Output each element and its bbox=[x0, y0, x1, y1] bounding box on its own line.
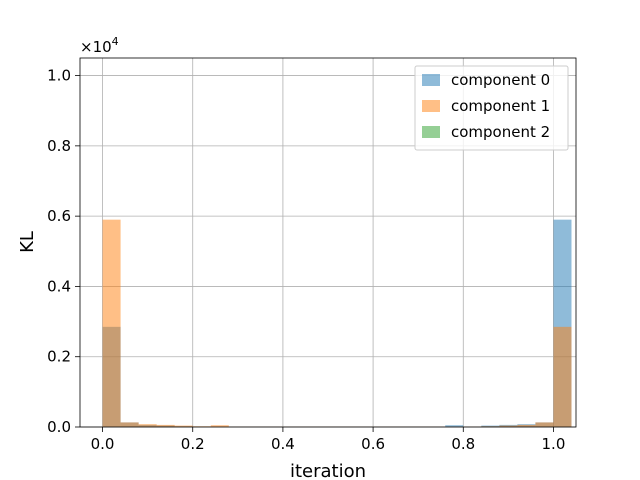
y-tick-label: 1.0 bbox=[47, 67, 71, 85]
y-axis-ticks: 0.0 0.2 0.4 0.6 0.8 1.0 bbox=[47, 67, 80, 436]
x-tick-label: 1.0 bbox=[542, 435, 566, 453]
legend-label: component 1 bbox=[451, 97, 550, 115]
bar-series-1 bbox=[102, 219, 121, 427]
bar-series-1 bbox=[210, 425, 229, 427]
legend-swatch bbox=[422, 100, 440, 112]
bar-series-1 bbox=[553, 326, 572, 427]
y-offset-label: ×104 bbox=[80, 35, 119, 56]
bar-series-1 bbox=[174, 425, 193, 427]
x-tick-label: 0.4 bbox=[271, 435, 295, 453]
x-tick-label: 0.8 bbox=[451, 435, 475, 453]
bar-series-0 bbox=[445, 425, 464, 427]
y-tick-label: 0.4 bbox=[47, 277, 71, 295]
y-tick-label: 0.0 bbox=[47, 418, 71, 436]
x-tick-label: 0.0 bbox=[91, 435, 115, 453]
bar-series-1 bbox=[535, 422, 554, 427]
y-axis-title: KL bbox=[17, 231, 38, 253]
bar-series-1 bbox=[517, 424, 536, 427]
plot-frame bbox=[79, 57, 577, 428]
legend-swatch bbox=[422, 126, 440, 138]
legend-swatch bbox=[422, 74, 440, 86]
y-tick-label: 0.6 bbox=[47, 207, 71, 225]
bar-series-1 bbox=[499, 425, 518, 427]
legend-label: component 0 bbox=[451, 71, 550, 89]
bar-series-1 bbox=[156, 424, 175, 427]
legend-label: component 2 bbox=[451, 123, 550, 141]
x-axis-ticks: 0.0 0.2 0.4 0.6 0.8 1.0 bbox=[91, 427, 566, 453]
bar-series-1 bbox=[138, 424, 157, 427]
x-axis-title: iteration bbox=[290, 461, 366, 480]
y-tick-label: 0.8 bbox=[47, 137, 71, 155]
x-tick-label: 0.2 bbox=[181, 435, 205, 453]
bar-series-1 bbox=[120, 422, 139, 427]
x-tick-label: 0.6 bbox=[361, 435, 385, 453]
legend-frame bbox=[414, 65, 569, 151]
y-tick-label: 0.2 bbox=[47, 348, 71, 366]
legend: component 0 component 1 component 2 bbox=[414, 65, 569, 151]
bars bbox=[102, 219, 572, 427]
